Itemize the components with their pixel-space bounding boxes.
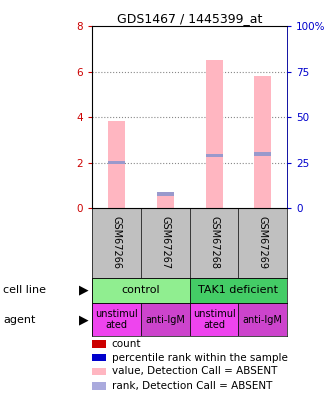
Bar xyxy=(92,367,106,375)
Title: GDS1467 / 1445399_at: GDS1467 / 1445399_at xyxy=(117,12,262,25)
Bar xyxy=(92,340,106,347)
Text: GSM67269: GSM67269 xyxy=(258,216,268,269)
Bar xyxy=(92,277,190,303)
Text: anti-IgM: anti-IgM xyxy=(243,315,283,325)
Bar xyxy=(254,152,271,156)
Text: unstimul
ated: unstimul ated xyxy=(193,309,236,330)
Text: ▶: ▶ xyxy=(79,284,89,297)
Text: TAK1 deficient: TAK1 deficient xyxy=(198,286,279,295)
Text: ▶: ▶ xyxy=(79,313,89,326)
Bar xyxy=(92,382,106,390)
Bar xyxy=(108,161,125,164)
Text: value, Detection Call = ABSENT: value, Detection Call = ABSENT xyxy=(112,367,277,377)
Text: GSM67266: GSM67266 xyxy=(112,216,122,269)
Text: control: control xyxy=(122,286,160,295)
Text: cell line: cell line xyxy=(3,286,46,295)
Text: agent: agent xyxy=(3,315,36,325)
Bar xyxy=(206,60,223,208)
Bar xyxy=(190,303,238,336)
Bar xyxy=(206,154,223,158)
Text: anti-IgM: anti-IgM xyxy=(146,315,185,325)
Text: GSM67267: GSM67267 xyxy=(160,216,170,269)
Bar xyxy=(108,121,125,208)
Bar xyxy=(254,76,271,208)
Text: count: count xyxy=(112,339,141,349)
Text: GSM67268: GSM67268 xyxy=(209,216,219,269)
Text: unstimul
ated: unstimul ated xyxy=(95,309,138,330)
Text: percentile rank within the sample: percentile rank within the sample xyxy=(112,352,288,362)
Text: rank, Detection Call = ABSENT: rank, Detection Call = ABSENT xyxy=(112,381,272,391)
Bar xyxy=(157,192,174,196)
Bar xyxy=(157,196,174,208)
Bar xyxy=(141,303,190,336)
Bar xyxy=(190,277,287,303)
Bar xyxy=(92,354,106,362)
Bar xyxy=(92,303,141,336)
Bar xyxy=(238,303,287,336)
